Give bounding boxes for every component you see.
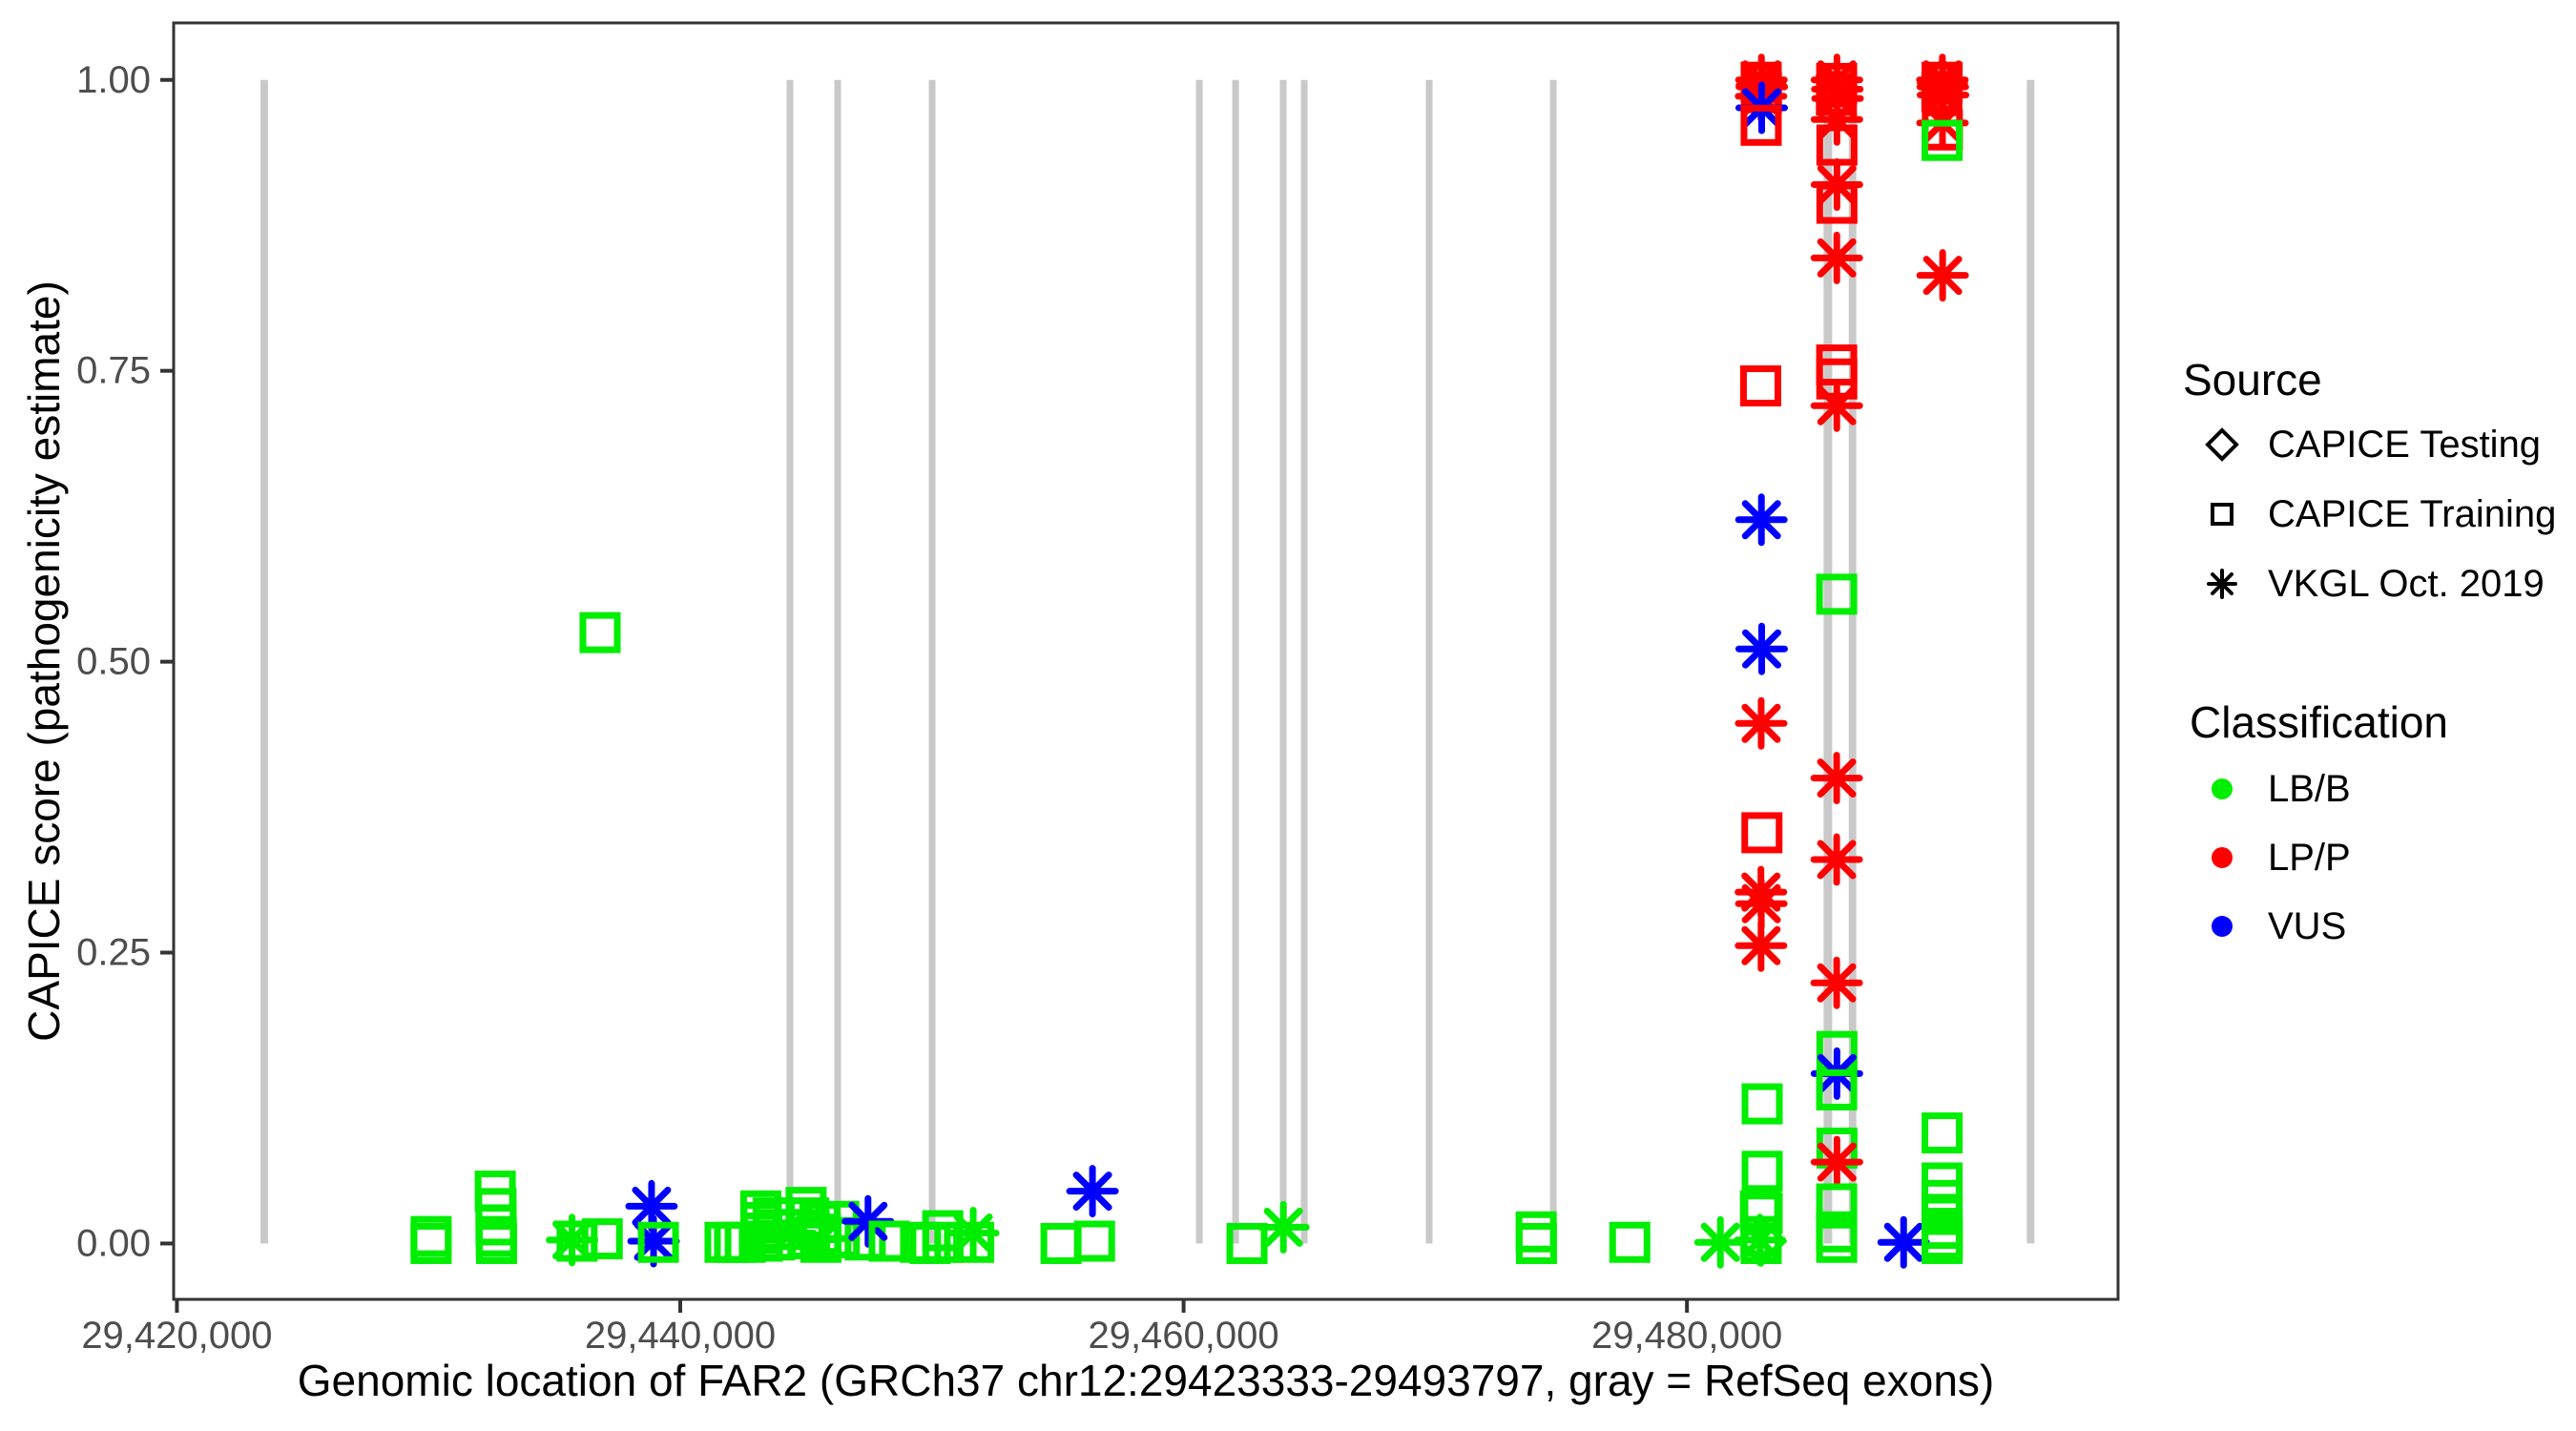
data-point-square (1922, 1112, 1963, 1154)
data-point-asterisk (1810, 231, 1863, 284)
data-points (410, 53, 1970, 1269)
y-axis-title: CAPICE score (pathogenicity estimate) (19, 280, 69, 1042)
legend-color-dot-icon (2212, 847, 2233, 868)
data-point-square (637, 1221, 679, 1263)
exon-line (260, 79, 268, 1244)
x-axis-title: Genomic location of FAR2 (GRCh37 chr12:2… (298, 1356, 1994, 1405)
x-tick-label: 29,460,000 (1088, 1315, 1278, 1357)
data-point-asterisk (546, 1213, 599, 1267)
data-point-asterisk (1810, 379, 1863, 432)
exon-line (1549, 79, 1557, 1244)
legend: Source CAPICE Testing CAPICE Training VKGL … (2183, 355, 2556, 947)
legend-color-dot-icon (2212, 916, 2233, 937)
exon-line (786, 79, 794, 1244)
data-point-asterisk (1810, 93, 1863, 146)
x-tick-label: 29,480,000 (1591, 1315, 1782, 1357)
y-tick-label: 1.00 (76, 59, 151, 101)
data-point-asterisk (1810, 833, 1863, 886)
data-point-square (1816, 1221, 1858, 1263)
data-point-square (556, 1220, 598, 1262)
data-point-square (1922, 119, 1963, 161)
data-point-square (1816, 1068, 1858, 1110)
legend-classification-item-label: LB/B (2268, 768, 2351, 810)
data-point-asterisk (1735, 622, 1788, 675)
data-point-square (953, 1221, 995, 1263)
legend-source-item-label: VKGL Oct. 2019 (2268, 563, 2545, 605)
data-point-square (819, 1216, 861, 1258)
exon-line (1823, 79, 1833, 1244)
legend-classification-item-label: LP/P (2268, 837, 2351, 879)
data-point-asterisk (841, 1194, 895, 1248)
legend-source-item-label: CAPICE Training (2268, 493, 2556, 535)
data-point-square (1040, 1222, 1082, 1264)
exon-line (2026, 79, 2035, 1244)
data-point-square (579, 612, 621, 653)
data-point-square (475, 1222, 517, 1264)
data-point-square (1739, 365, 1781, 407)
y-tick-label: 0.50 (76, 641, 151, 683)
data-point-asterisk (1735, 493, 1788, 547)
data-point-square (1515, 1222, 1557, 1264)
y-axis-ticks: 0.00 0.25 0.50 0.75 1.00 (76, 59, 174, 1264)
exon-line (1195, 79, 1203, 1244)
y-tick-label: 0.00 (76, 1222, 151, 1264)
exon-line (1279, 79, 1287, 1244)
data-point-square (1740, 104, 1782, 146)
data-point-square (1515, 1211, 1557, 1253)
exon-line (1425, 79, 1433, 1244)
data-point-square (1741, 812, 1783, 854)
data-point-asterisk (1810, 956, 1863, 1009)
data-point-asterisk (1810, 1135, 1863, 1189)
legend-color-dot-icon (2212, 778, 2233, 799)
data-point-asterisk (1735, 919, 1788, 972)
data-point-asterisk (1735, 696, 1788, 750)
legend-square-icon (2211, 503, 2233, 526)
data-point-square (1073, 1220, 1115, 1262)
x-tick-label: 29,440,000 (585, 1315, 776, 1357)
data-point-asterisk (1917, 69, 1970, 122)
exon-line (1848, 79, 1857, 1244)
legend-diamond-icon (2205, 427, 2239, 462)
x-axis-ticks: 29,420,000 29,440,000 29,460,000 29,480,000 (81, 1299, 1782, 1357)
y-tick-label: 0.75 (76, 350, 151, 392)
data-point-square (1741, 1083, 1783, 1125)
data-point-square (1816, 1183, 1858, 1225)
data-point-asterisk (1877, 1215, 1930, 1269)
exon-line (834, 79, 841, 1244)
data-point-square (1741, 1151, 1783, 1192)
exon-line (1232, 79, 1239, 1244)
data-point-asterisk (625, 1179, 678, 1233)
exon-lines (260, 79, 2035, 1244)
data-point-diamond (1735, 1214, 1788, 1268)
data-point-asterisk (1066, 1165, 1119, 1218)
exon-line (928, 79, 936, 1244)
x-tick-label: 29,420,000 (81, 1315, 272, 1357)
data-point-square (1816, 573, 1858, 615)
data-point-square (1609, 1221, 1651, 1263)
legend-asterisk-icon (2207, 569, 2237, 599)
exon-line (1300, 79, 1308, 1244)
legend-source-item-label: CAPICE Testing (2268, 424, 2541, 466)
legend-classification-title: Classification (2190, 697, 2448, 747)
data-point-asterisk (1693, 1215, 1747, 1269)
data-point-square (1816, 182, 1858, 224)
data-point-asterisk (627, 1214, 680, 1268)
data-point-square (1741, 1192, 1783, 1234)
legend-source-title: Source (2183, 355, 2322, 404)
data-point-asterisk (1916, 249, 1969, 302)
data-point-square (410, 1222, 452, 1264)
data-point-asterisk (1810, 752, 1863, 805)
data-point-asterisk (1257, 1200, 1310, 1254)
data-point-square (581, 1218, 623, 1260)
data-point-asterisk (946, 1206, 1000, 1259)
legend-classification-item-label: VUS (2268, 905, 2346, 947)
data-point-square (1922, 1222, 1963, 1264)
data-point-asterisk (1734, 1213, 1787, 1267)
y-tick-label: 0.25 (76, 932, 151, 974)
data-point-asterisk (1735, 877, 1788, 930)
